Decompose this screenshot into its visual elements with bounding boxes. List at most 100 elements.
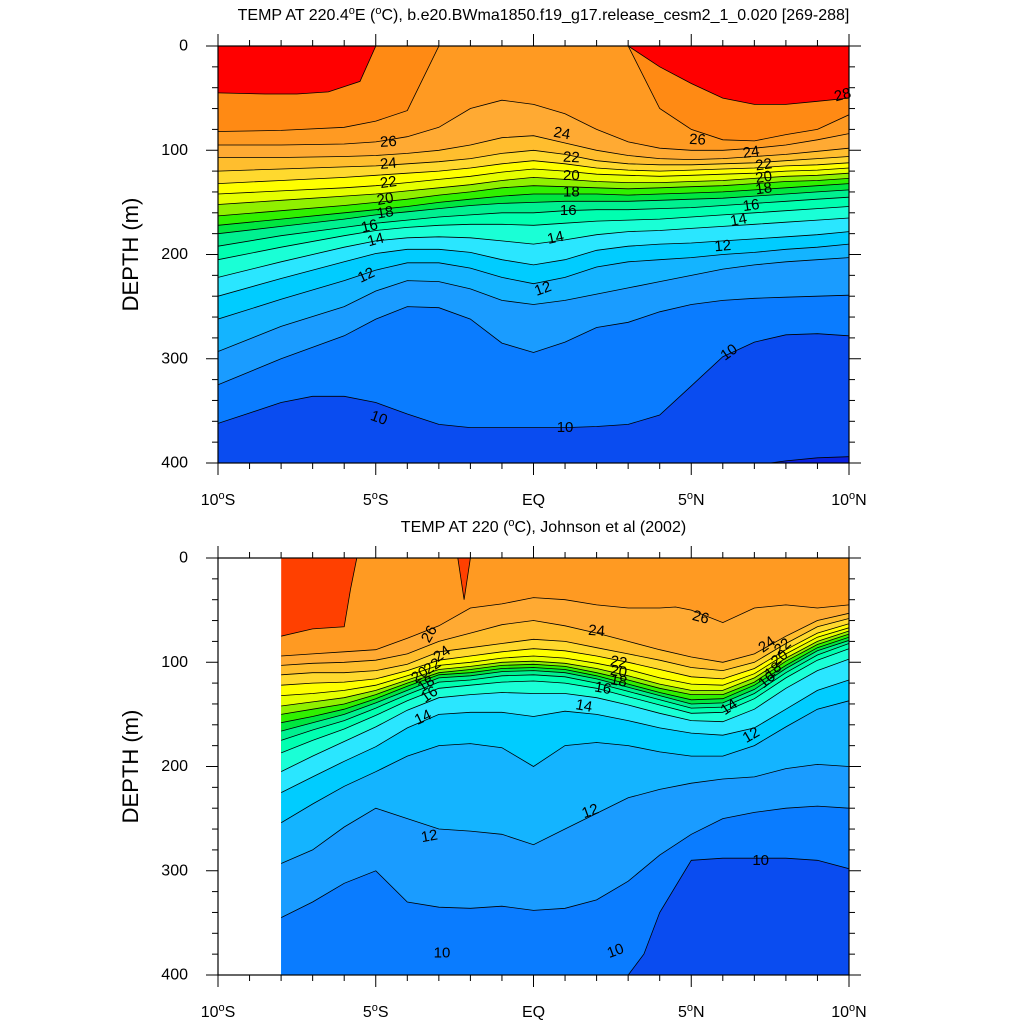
contour-label: 20	[609, 662, 628, 682]
isotherm-12	[281, 763, 850, 864]
isotherm-22	[281, 627, 850, 696]
panel-title: TEMP AT 220.4oE (oC), b.e20.BWma1850.f19…	[238, 5, 850, 24]
isotherm-22	[218, 167, 849, 195]
contour-label: 10	[752, 852, 769, 869]
isotherm-21	[218, 172, 849, 205]
contour-label: 12	[355, 264, 377, 286]
y-axis-title: DEPTH (m)	[118, 198, 143, 312]
isotherm-10	[281, 857, 850, 975]
y-tick-label: 0	[179, 550, 188, 567]
isotherm-11	[281, 805, 850, 919]
isotherm-15	[218, 217, 849, 278]
contour-label: 24	[379, 155, 397, 173]
y-tick-label: 100	[161, 654, 188, 671]
isotherm-24	[281, 618, 850, 676]
x-tick-label: 10oS	[201, 1002, 236, 1021]
y-tick-label: 400	[161, 967, 188, 984]
x-tick-label: 5oS	[363, 1002, 389, 1021]
contour-label: 10	[434, 945, 451, 962]
contour-label: 16	[418, 683, 441, 706]
panel-title: TEMP AT 220 (oC), Johnson et al (2002)	[401, 517, 686, 536]
contour-label: 26	[689, 131, 707, 149]
x-tick-label: 5oS	[363, 490, 389, 509]
y-tick-label: 0	[179, 38, 188, 55]
contour-lines	[281, 558, 850, 975]
isotherm-19	[218, 183, 849, 226]
contour-label: 22	[379, 173, 398, 192]
contour-label: 16	[755, 668, 779, 692]
contour-label: 26	[418, 623, 441, 646]
isotherm-10	[218, 333, 849, 428]
isotherm-25	[281, 612, 850, 666]
contour-label: 24	[742, 143, 761, 162]
contour-label: 14	[412, 706, 434, 728]
band-below-10	[281, 858, 849, 975]
contour-label: 18	[563, 183, 580, 200]
contour-label: 18	[415, 672, 438, 695]
contour-label: 28	[832, 85, 853, 106]
contour-label: 18	[376, 203, 395, 223]
contour-label: 26	[690, 607, 711, 628]
contour-label: 12	[580, 800, 601, 822]
isotherm-14	[218, 231, 849, 297]
contour-label: 12	[714, 237, 732, 255]
isotherm-17	[218, 196, 849, 247]
contour-label: 22	[563, 149, 581, 167]
isotherm-15	[281, 658, 850, 773]
y-tick-label: 200	[161, 758, 188, 775]
x-tick-label: 10oN	[831, 1002, 866, 1021]
contour-label: 10	[605, 940, 626, 962]
contour-label: 16	[359, 216, 379, 236]
contour-label: 12	[532, 278, 553, 300]
y-tick-label: 200	[161, 246, 188, 263]
x-tick-label: 5oN	[678, 490, 705, 509]
x-tick-label: 10oN	[831, 490, 866, 509]
contour-label: 24	[755, 633, 778, 656]
isotherm-12	[218, 257, 849, 352]
isotherm-21	[281, 630, 850, 707]
isotherm-19	[281, 636, 850, 724]
contour-label: 12	[740, 724, 763, 747]
y-tick-label: 400	[161, 455, 188, 472]
isotherm-11	[218, 294, 849, 386]
filled-contours	[218, 46, 849, 463]
isotherm-28	[218, 46, 849, 105]
contour-label: 10	[368, 407, 389, 429]
filled-contours	[281, 558, 850, 975]
contour-label: 26	[380, 133, 398, 151]
contour-label: 24	[552, 124, 571, 144]
contour-label: 18	[754, 179, 773, 198]
x-tick-label: 10oS	[201, 490, 236, 509]
contour-label: 16	[560, 202, 577, 219]
contour-label: 22	[421, 655, 444, 678]
y-tick-label: 100	[161, 142, 188, 159]
contour-label: 20	[376, 189, 395, 209]
x-tick-label: EQ	[522, 1004, 545, 1021]
contour-label: 24	[430, 642, 453, 665]
contour-label: 18	[609, 671, 628, 691]
isotherm-18	[218, 189, 849, 235]
isotherm-26	[281, 597, 850, 657]
isotherm-9	[218, 456, 849, 463]
contour-label: 14	[574, 696, 593, 716]
panel-1: 2624222018161412102422201816141210262422…	[118, 5, 867, 509]
isotherm-27	[218, 46, 849, 142]
y-tick-label: 300	[161, 350, 188, 367]
contour-label: 14	[729, 210, 748, 230]
isotherm-27	[281, 558, 849, 637]
contour-label: 16	[593, 678, 612, 698]
contour-label: 20	[563, 167, 580, 184]
band-below-9	[218, 456, 849, 463]
y-tick-label: 300	[161, 862, 188, 879]
contour-label: 20	[408, 663, 431, 686]
isotherm-14	[281, 679, 850, 793]
contour-label: 12	[420, 827, 439, 847]
isotherm-20	[218, 178, 849, 217]
isotherm-20	[281, 633, 850, 715]
isotherm-16	[281, 648, 850, 754]
y-axis-title: DEPTH (m)	[118, 710, 143, 824]
contour-label: 10	[557, 419, 574, 436]
contour-label: 24	[588, 622, 606, 640]
band-below-10	[218, 333, 849, 463]
